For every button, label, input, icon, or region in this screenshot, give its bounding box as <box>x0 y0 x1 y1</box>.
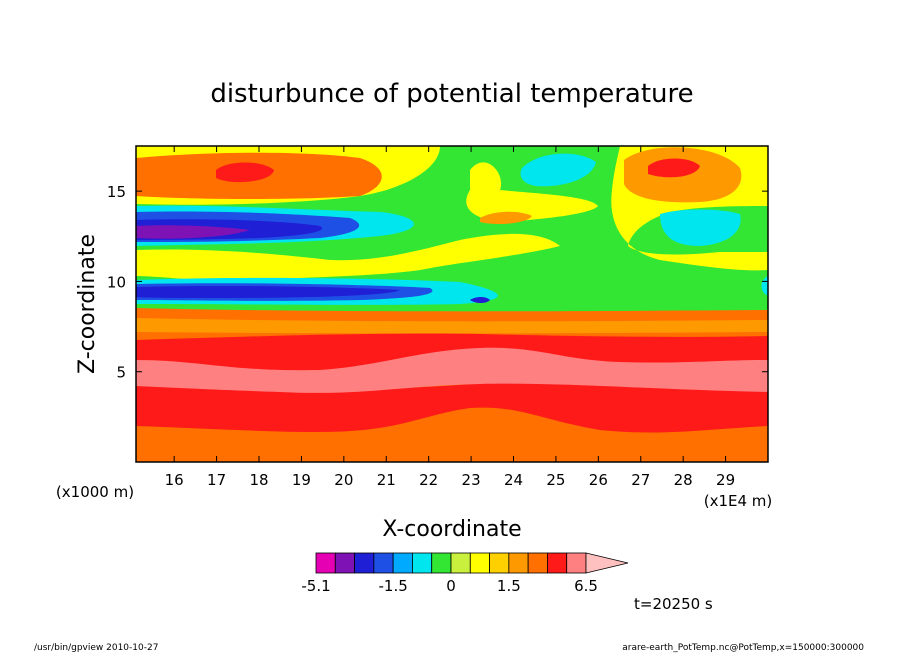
x-tick-label: 29 <box>716 471 735 489</box>
x-tick-label: 27 <box>631 471 650 489</box>
x-tick-label: 19 <box>292 471 311 489</box>
colorbar-tick-label: -5.1 <box>301 577 330 595</box>
colorbar-segment <box>373 552 394 574</box>
colorbar-segment <box>489 552 510 574</box>
colorbar-labels: -5.1 -1.5 0 1.5 6.5 <box>301 577 598 595</box>
footer-left: /usr/bin/gpview 2010-10-27 <box>34 643 158 653</box>
blob-navy-small <box>470 297 490 303</box>
colorbar-segment <box>431 552 452 574</box>
x-tick-label: 20 <box>334 471 353 489</box>
colorbar-tick-label: 0 <box>446 577 456 595</box>
x-tick-label: 16 <box>165 471 184 489</box>
x-tick-label: 26 <box>589 471 608 489</box>
y-tick-label: 15 <box>107 183 126 201</box>
band-yellow-mid <box>136 233 560 281</box>
x-tick-label: 28 <box>674 471 693 489</box>
band-orange-light <box>136 318 768 334</box>
colorbar-tick-label: 1.5 <box>497 577 521 595</box>
x-tick-label: 17 <box>207 471 226 489</box>
y-tick-label: 10 <box>107 273 126 291</box>
plot-frame <box>135 145 769 463</box>
x-axis-label: X-coordinate <box>382 517 521 542</box>
colorbar-tick-label: 6.5 <box>574 577 598 595</box>
blob-cyan-top <box>520 153 596 187</box>
colorbar-segment <box>527 552 548 574</box>
y-axis: 5 10 15 <box>107 183 768 382</box>
blob-orange-mid <box>480 211 532 224</box>
blob-yellow-right <box>466 162 598 222</box>
y-unit-label: (x1000 m) <box>56 483 134 501</box>
x-unit-label: (x1E4 m) <box>704 492 773 510</box>
x-tick-label: 23 <box>462 471 481 489</box>
x-axis: 16 17 18 19 20 21 22 23 24 25 26 27 28 29 <box>165 146 735 489</box>
colorbar <box>315 552 629 574</box>
y-tick-label: 5 <box>116 364 126 382</box>
colorbar-tick-label: -1.5 <box>379 577 408 595</box>
contour-field <box>136 146 768 462</box>
x-tick-label: 18 <box>249 471 268 489</box>
blob-red-right <box>648 158 700 178</box>
chart-title: disturbunce of potential temperature <box>210 79 693 109</box>
colorbar-segment <box>334 552 355 574</box>
footer-right: arare-earth_PotTemp.nc@PotTemp,x=150000:… <box>622 643 864 653</box>
y-axis-label: Z-coordinate <box>75 234 100 374</box>
colorbar-segment <box>354 552 375 574</box>
colorbar-segment <box>469 552 490 574</box>
x-tick-label: 21 <box>377 471 396 489</box>
colorbar-segment <box>412 552 433 574</box>
colorbar-segment <box>547 552 568 574</box>
colorbar-segment <box>392 552 413 574</box>
band-navy-lower <box>136 286 400 298</box>
colorbar-segment <box>315 552 336 574</box>
blob-cyan-right <box>660 209 741 246</box>
x-tick-label: 25 <box>546 471 565 489</box>
band-purple-upper <box>136 225 250 239</box>
colorbar-segment <box>508 552 529 574</box>
x-tick-label: 22 <box>419 471 438 489</box>
blob-red-top <box>216 162 274 183</box>
colorbar-arrow <box>585 552 629 574</box>
time-annotation: t=20250 s <box>634 595 713 613</box>
colorbar-segment <box>566 552 587 574</box>
colorbar-segment <box>450 552 471 574</box>
band-pink <box>136 347 768 393</box>
band-red-lower <box>136 382 768 433</box>
x-tick-label: 24 <box>504 471 523 489</box>
